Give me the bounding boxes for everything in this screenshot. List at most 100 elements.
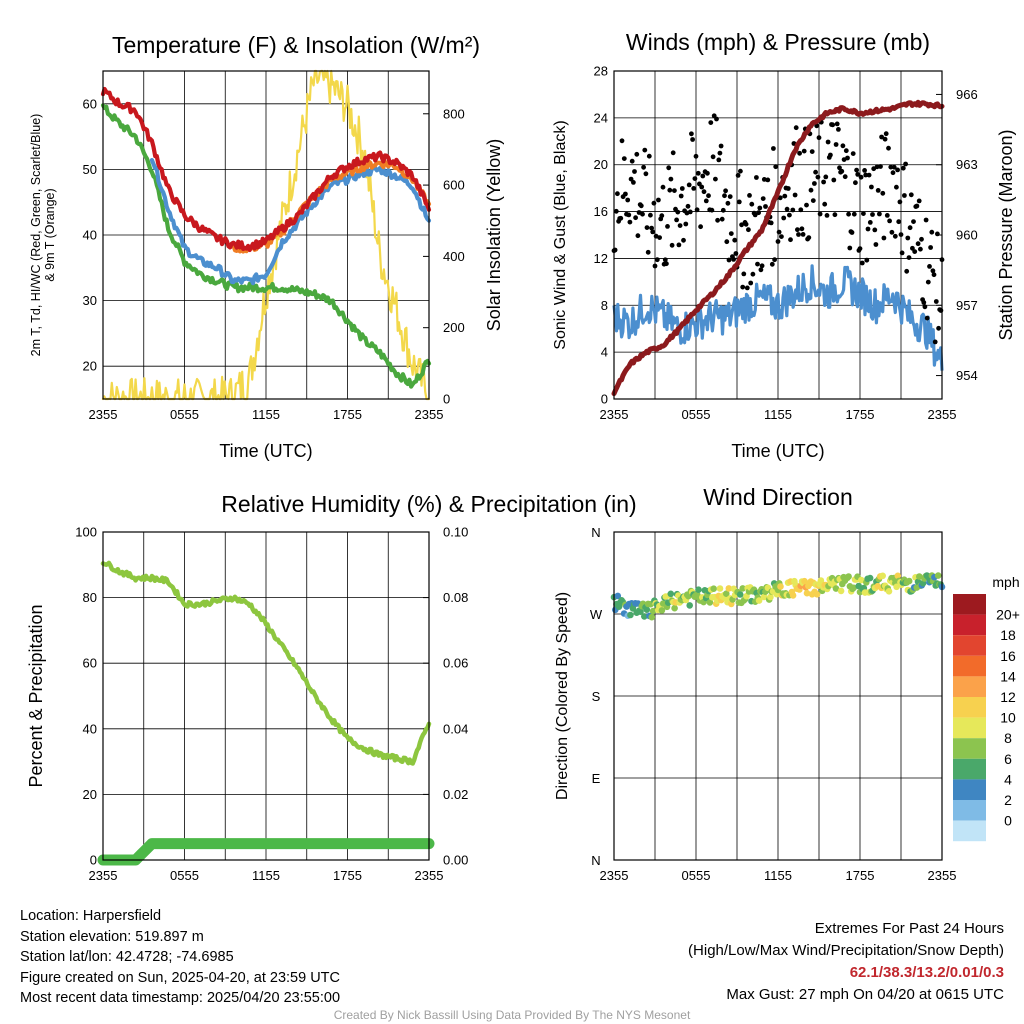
wind-gust-point (822, 201, 828, 207)
rh-ytick-left: 100 (75, 525, 97, 540)
dir-point (643, 606, 651, 613)
wind-gust-point (912, 249, 918, 255)
wind-gust-point (863, 172, 869, 178)
wind-gust-point (735, 173, 741, 178)
wind-gust-point (736, 199, 742, 205)
wind-gust-point (870, 212, 875, 217)
wind-gust-point (773, 164, 779, 170)
wind-gust-point (701, 189, 707, 195)
wind-gust-point (638, 203, 644, 209)
wind-gust-point (895, 167, 900, 173)
wind-gust-point (776, 229, 782, 235)
wind-gust-point (681, 237, 686, 243)
speed-legend-label: 14 (1000, 668, 1016, 684)
dir-ytick-label: N (591, 853, 600, 868)
wind-gust-point (929, 229, 935, 235)
rh-xtick-label: 2355 (415, 868, 444, 883)
wind-gust-point (763, 204, 768, 209)
rh-ytick-left: 80 (83, 590, 97, 605)
wind-gust-point (810, 198, 816, 204)
wind-gust-point (925, 279, 931, 285)
wind-gust-point (723, 188, 728, 194)
wind-gust-point (634, 151, 640, 157)
wind-gust-point (741, 271, 747, 277)
wind-gust-point (672, 188, 677, 194)
dir-point (767, 593, 774, 601)
wind-gust-point (754, 175, 759, 180)
temp-ytick-left: 60 (83, 96, 97, 111)
extremes-title: Extremes For Past 24 Hours (814, 920, 1004, 937)
wind-gust-point (771, 146, 776, 151)
wind-gust-point (761, 177, 767, 182)
wind-gust-point (679, 186, 685, 191)
temp-ytick-right: 0 (443, 392, 450, 407)
wind-ytick-left: 0 (601, 392, 608, 407)
wind-gust-point (677, 223, 683, 229)
wind-gust-point (804, 202, 809, 208)
wind-gust-point (708, 120, 714, 125)
speed-legend-swatch (953, 697, 986, 718)
wind-gust-point (814, 123, 820, 129)
temp-ytick-right: 200 (443, 320, 465, 335)
wind-gust-point (772, 257, 777, 263)
wind-gust-point (904, 268, 910, 274)
wind-gust-point (759, 263, 765, 269)
wind-gust-point (649, 225, 654, 231)
rh-ytick-left: 40 (83, 721, 97, 736)
wind-gust-point (715, 217, 720, 223)
dir-point (685, 592, 692, 600)
wind-gust-point (918, 246, 923, 252)
wind-gust-point (879, 134, 884, 140)
temp-ytick-right: 600 (443, 178, 465, 193)
speed-legend-label: 0 (1004, 813, 1012, 829)
wind-gust-point (645, 249, 651, 255)
dir-point (695, 586, 702, 593)
wind-gust-point (907, 225, 913, 231)
dir-point (760, 593, 768, 601)
wind-xtick-label: 2355 (928, 407, 957, 422)
wind-gust-point (799, 226, 805, 232)
temp-ylabel-left-2: & 9m T (Orange) (43, 188, 57, 281)
dir-point (845, 573, 852, 580)
wind-gust-point (865, 226, 871, 232)
dir-point (637, 608, 644, 615)
wind-gust-point (859, 260, 865, 266)
precip-line (97, 838, 435, 866)
speed-legend-label: 12 (1000, 689, 1016, 705)
rh-ytick-left: 20 (83, 787, 97, 802)
wind-gust-point (667, 187, 673, 193)
dir-point (858, 576, 865, 584)
wind-gust-point (698, 224, 703, 230)
wind-gust-point (889, 229, 895, 235)
speed-legend: mph 20+ 18 16 14 12 10 8 6 4 2 0 (953, 574, 1020, 842)
wind-border (613, 70, 943, 400)
wind-gust-point (823, 174, 829, 180)
wind-gust-point (892, 233, 898, 239)
wind-ytick-right: 966 (956, 87, 978, 102)
wind-gust-point (700, 173, 706, 179)
wind-gust-point (747, 193, 752, 198)
wind-gust-point (625, 197, 631, 203)
wind-gust-point (792, 192, 798, 198)
wind-gust-point (797, 150, 802, 156)
dir-point (658, 607, 666, 614)
wind-gust-point (816, 135, 822, 141)
dir-point (934, 572, 942, 579)
wind-gust-point (891, 164, 897, 170)
speed-legend-label: 20+ (996, 607, 1020, 623)
wind-gust-point (779, 234, 784, 240)
wind-gust-point (706, 193, 711, 199)
wind-gust-point (919, 236, 924, 242)
dir-border (613, 531, 943, 861)
wind-gust-point (842, 174, 848, 180)
wind-gust-point (694, 207, 700, 213)
wind-gust-point (756, 210, 761, 216)
wind-gust-point (720, 207, 726, 213)
wind-gust-point (656, 197, 661, 203)
wind-ytick-right: 960 (956, 228, 978, 243)
temp-series-line (101, 69, 431, 401)
dir-point (885, 588, 893, 595)
wind-gust-point (710, 154, 716, 160)
wind-gust-point (843, 148, 849, 154)
speed-legend-label: 6 (1004, 751, 1012, 767)
